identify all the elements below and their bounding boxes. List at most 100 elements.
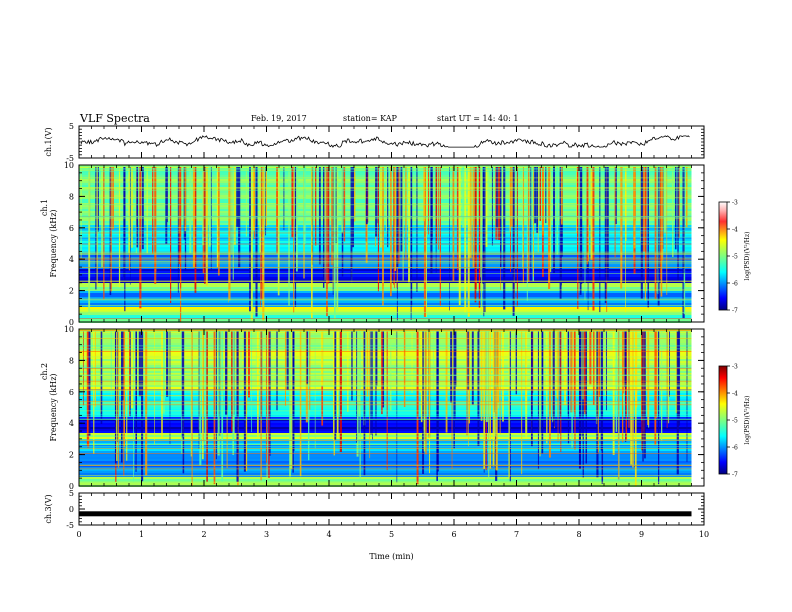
ch1_spec-band [79,209,692,211]
ch2_spec-burst [199,331,201,408]
ch2_spec-burst [182,331,185,474]
ch1_spec-burst [549,167,552,273]
ch2_spec-burst [546,331,548,444]
ch1_spec-burst [101,167,103,268]
ch3_wave-trace [79,511,692,517]
ch2_spec-burst [376,331,378,386]
ch2_spec-burst [260,331,262,481]
ch2_spec-band [79,371,692,373]
ch1_spec-band [79,183,692,185]
ch1_spec-burst [428,167,429,235]
ch1_spec-burst [343,167,346,242]
ch2_spec-burst [495,331,498,471]
ch2_spec-burst [240,331,242,394]
ch2_spec-narrowband [79,453,692,454]
ch2_spec-band [79,421,692,423]
ch2_spec-burst [423,331,426,452]
ch1_spec-burst [341,167,344,233]
ch2_spec-burst [396,331,398,483]
ch2_spec-burst [416,331,419,485]
ch3_wave-ytick-label: 5 [69,489,74,498]
ch1_spec-band [79,239,692,241]
ch1_spec-band [79,241,692,243]
ch2_spec-burst [129,331,131,417]
ch2_spec-band [79,403,692,405]
ch2_spec-burst [450,331,453,403]
ch2_spec-narrowband [79,380,692,382]
ch2_spec-burst [382,331,385,408]
ch1_spec-narrowband [79,232,692,234]
ch2_spec-narrowband [79,433,692,434]
ch2_spec-burst [266,331,268,482]
ch1_spec-band [79,167,692,169]
ch1_spec-burst [80,167,82,261]
ch2_spec-burst [643,331,645,443]
ch1_spec-colorbar-label: log(PSD)(V²/Hz) [744,232,751,281]
ch1_spec-band [79,319,692,321]
ch2_spec-burst [686,331,688,462]
ch2_spec-ytick-label: 6 [69,388,74,397]
ch2_spec-burst [582,331,584,478]
ch2_spec-burst [339,331,342,453]
ch2_spec-burst [87,331,89,398]
ch2_spec-burst [585,331,587,464]
ch1_spec-band [79,213,692,215]
ch2_spec-band [79,433,692,435]
ch1_spec-burst [139,167,142,309]
ch2_spec-narrowband [79,439,692,441]
ch1_spec-colorbar-tick-label: -3 [732,200,738,207]
ch3_wave-ylabel: ch.3(V) [44,494,53,523]
ch2_spec-burst [467,331,470,391]
ch1_spec-burst [112,167,114,230]
ch2_spec-burst [656,331,658,418]
ch2_spec-band [79,363,692,365]
ch1_spec-burst [682,167,685,319]
ch1_spec-burst [204,167,206,284]
ch1_spec-burst [522,167,525,283]
ch1_spec-burst [435,167,438,244]
ch1_spec-burst [615,167,617,225]
ch1_spec-burst [533,167,534,277]
ch2_spec-burst [154,331,155,445]
ch1_spec-band [79,255,692,257]
ch1_spec-burst [674,167,677,250]
ch1_spec-band [79,315,692,317]
ch1_spec-burst [480,167,481,278]
ch1_spec-burst [294,167,297,307]
ch2_spec-burst [498,331,499,409]
ch2_spec-burst [363,331,366,476]
ch1_spec-burst [252,167,255,231]
ch2_spec-burst [213,331,216,485]
ch1_spec-burst [539,167,541,221]
ch2_spec-burst [347,331,349,412]
ch2_spec-burst [88,331,91,436]
ch2_spec-burst [358,331,360,417]
ch1_spec-band [79,261,692,263]
ch2_spec-burst [265,331,268,463]
ch2_spec-narrowband [79,468,692,470]
ch2_spec-burst [93,331,95,454]
ch1_spec-burst [265,167,267,227]
ch2_spec-burst [605,331,607,411]
ch2_spec-narrowband [79,367,692,369]
ch1_spec-burst [236,167,239,227]
ch2_spec-burst [248,331,250,398]
ch2_spec-band [79,467,692,469]
ch1_spec-burst [657,167,660,307]
ch2_spec-band [79,359,692,361]
ch2_spec-burst [422,331,424,418]
ch2_spec-band [79,419,692,421]
ch2_spec-burst [432,331,434,389]
ch2_spec-band [79,329,692,331]
ch2_spec-band [79,477,692,479]
ch2_spec-burst [668,331,670,397]
spectrogram-layer [79,165,692,487]
ch2_spec-burst [589,331,592,385]
ch2_spec-burst [453,331,455,449]
ch1_spec-narrowband [79,168,692,169]
ch2_spec-band [79,413,692,415]
ch1_spec-burst [177,167,179,293]
ch1_spec-burst [487,167,490,222]
ch2_spec-burst [191,331,193,486]
ch2_spec-burst [126,331,128,461]
